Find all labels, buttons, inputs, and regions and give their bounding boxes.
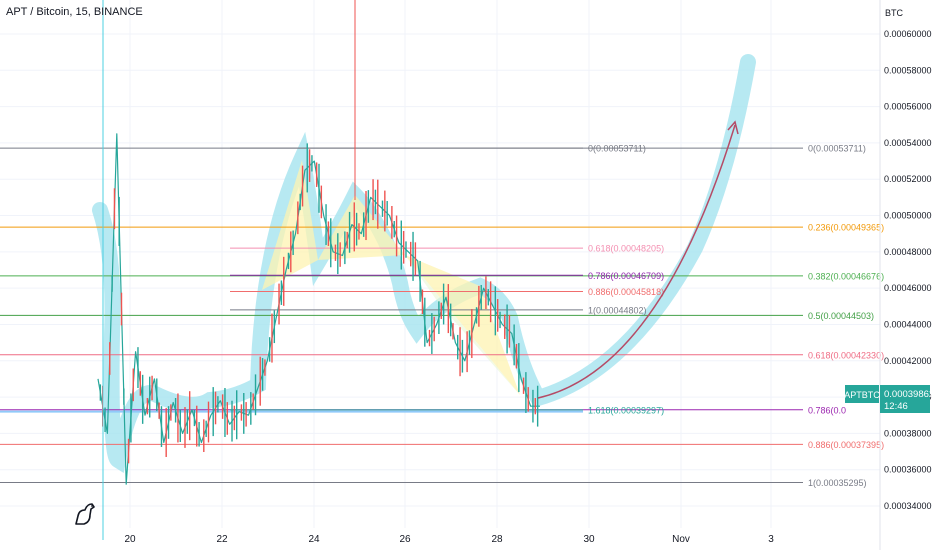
x-tick-label: 24 [308, 534, 320, 545]
pattern-triangle-4 [405, 255, 520, 395]
symbol-title: APT / Bitcoin, 15, BINANCE [6, 6, 143, 18]
fib-level-label: 0.236(0.00049365) [808, 223, 884, 233]
y-tick-label: 0.00034000 [884, 501, 932, 511]
fib-extension-label: 1(0.00044802) [588, 305, 647, 315]
y-tick-label: 0.00044000 [884, 319, 932, 329]
x-tick-label: Nov [672, 534, 690, 545]
x-tick-label: 30 [583, 534, 595, 545]
fib-level-label: 0.5(0.00044503) [808, 311, 874, 321]
fib-extension-label: 1.618(0.00039297) [588, 405, 664, 415]
y-tick-label: 0.00058000 [884, 65, 932, 75]
y-tick-label: 0.00060000 [884, 29, 932, 39]
y-tick-label: 0.00046000 [884, 283, 932, 293]
current-price-label: 0.00039862 [884, 389, 932, 400]
fib-level-label: 0(0.00053711) [808, 144, 866, 154]
y-tick-label: 0.00036000 [884, 465, 932, 475]
price-tag-bg [880, 385, 930, 413]
pattern-triangle-1 [262, 160, 318, 290]
fib-extension-label: 0.786(0.00046709) [588, 271, 664, 281]
x-tick-label: 26 [399, 534, 411, 545]
fib-extension-label: 0(0.00053711) [588, 144, 646, 154]
fib-extension-label: 0.618(0.00048205) [588, 244, 664, 254]
fib-level-label: 0.382(0.00046676) [808, 271, 884, 281]
symbol-tag-bg [845, 385, 879, 403]
y-tick-label: 0.00050000 [884, 211, 932, 221]
x-tick-label: 20 [124, 534, 136, 545]
y-tick-label: 0.00042000 [884, 356, 932, 366]
y-tick-label: 0.00054000 [884, 138, 932, 148]
fib-level-label: 0.618(0.00042330) [808, 350, 884, 360]
fib-extension-label: 0.886(0.00045818) [588, 287, 664, 297]
x-tick-label: 22 [216, 534, 228, 545]
x-tick-label: 3 [768, 534, 774, 545]
tradingview-dino-icon[interactable] [70, 498, 100, 528]
axis-currency-label: BTC [885, 8, 904, 18]
fib-level-label: 0.886(0.00037395) [808, 440, 884, 450]
symbol-tag: APTBTC [844, 390, 880, 400]
y-tick-label: 0.00048000 [884, 247, 932, 257]
projection-arrow [537, 124, 736, 399]
y-tick-label: 0.00052000 [884, 174, 932, 184]
y-tick-label: 0.00056000 [884, 102, 932, 112]
x-tick-label: 28 [491, 534, 503, 545]
countdown-label: 12:46 [884, 401, 908, 412]
highlight-band [92, 54, 756, 474]
projection-arrowhead [727, 120, 739, 135]
fib-level-label: 0.786(0.0 [808, 405, 846, 415]
fib-level-label: 1(0.00035295) [808, 478, 867, 488]
y-tick-label: 0.00038000 [884, 428, 932, 438]
